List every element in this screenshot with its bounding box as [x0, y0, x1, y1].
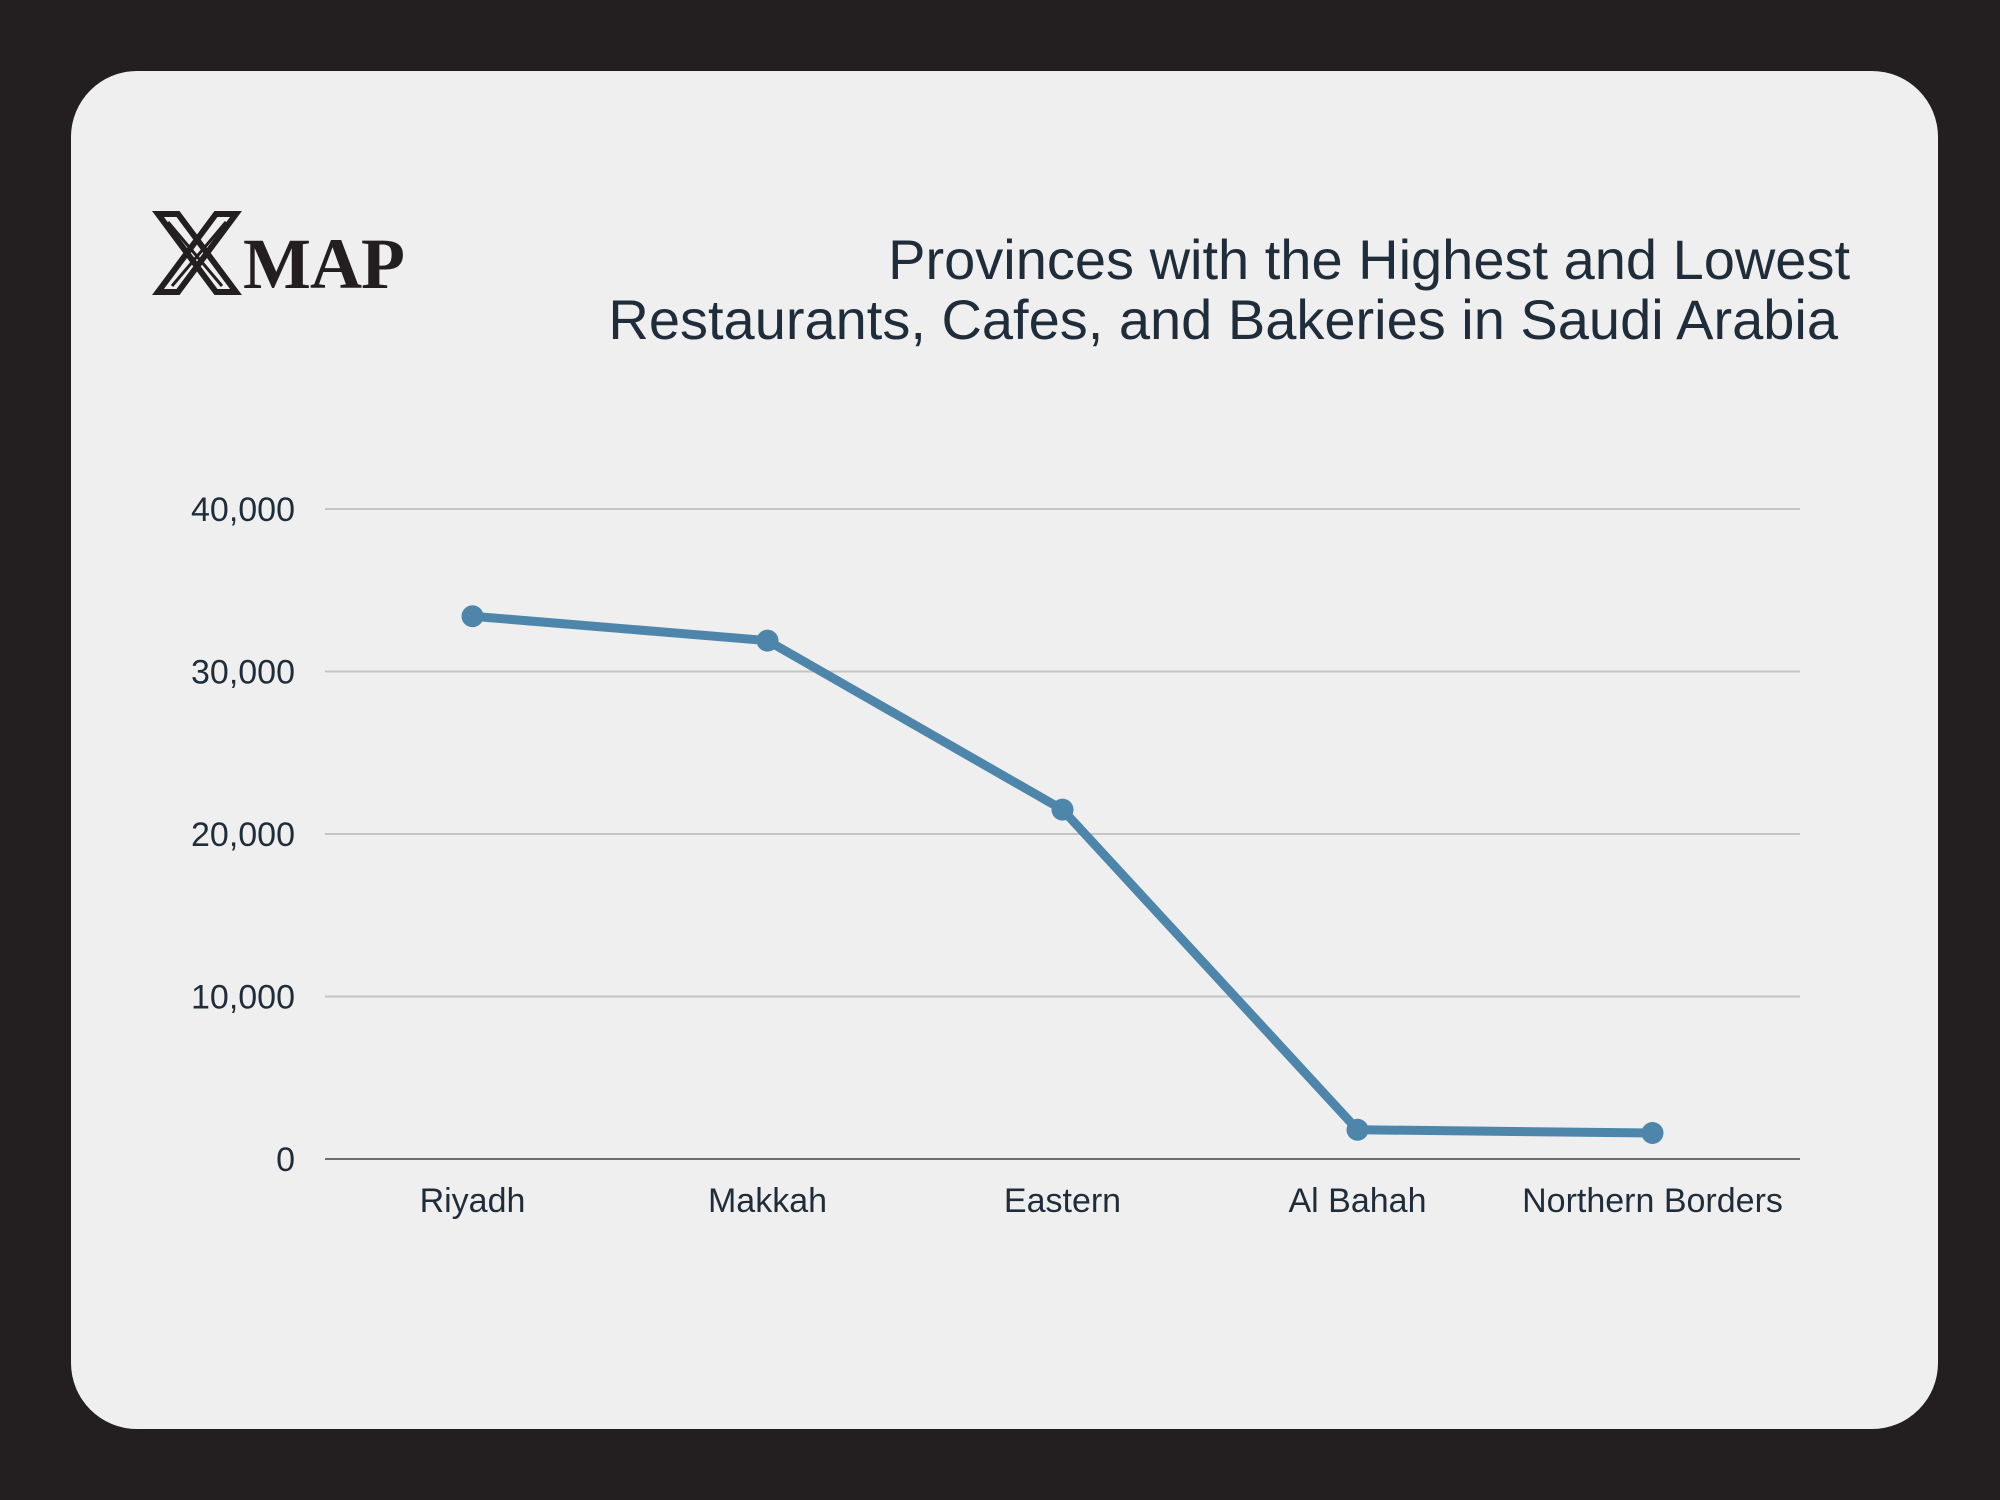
chart-title-line-1: Provinces with the Highest and Lowest	[888, 228, 1850, 291]
x-tick-label: Al Bahah	[1289, 1182, 1427, 1220]
chart-title-line-2: Restaurants, Cafes, and Bakeries in Saud…	[608, 288, 1838, 351]
data-point	[1051, 798, 1074, 821]
y-tick-label: 20,000	[191, 816, 295, 854]
x-logo-icon	[152, 211, 242, 295]
data-point	[1641, 1122, 1664, 1144]
y-tick-label: 10,000	[191, 979, 295, 1017]
logo-wordmark: MAP	[243, 224, 405, 304]
series-layer	[461, 605, 1664, 1144]
y-tick-label: 40,000	[191, 491, 295, 529]
y-axis-labels: 0 10,000 20,000 30,000 40,000	[191, 491, 295, 1179]
data-point	[756, 629, 779, 652]
x-tick-label: Riyadh	[420, 1182, 526, 1220]
chart-title: Provinces with the Highest and Lowest Re…	[540, 230, 1850, 350]
x-tick-label: Northern Borders	[1522, 1182, 1783, 1220]
x-axis-labels: Riyadh Makkah Eastern Al Bahah Northern Bord…	[420, 1182, 1783, 1220]
x-tick-label: Makkah	[708, 1182, 827, 1220]
data-point	[1346, 1118, 1369, 1141]
gridlines	[325, 508, 1800, 1160]
series-line	[468, 611, 1657, 1138]
y-tick-label: 30,000	[191, 654, 295, 692]
chart-card	[71, 71, 1938, 1429]
data-point	[461, 605, 484, 628]
x-tick-label: Eastern	[1004, 1182, 1121, 1220]
xmap-logo: MAP	[152, 208, 405, 304]
y-tick-label: 0	[276, 1141, 295, 1179]
